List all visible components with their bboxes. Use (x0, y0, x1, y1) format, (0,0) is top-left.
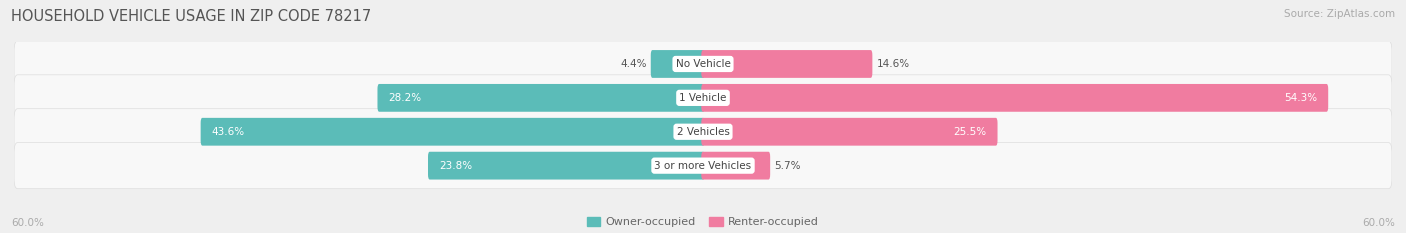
Text: 14.6%: 14.6% (876, 59, 910, 69)
FancyBboxPatch shape (702, 152, 770, 180)
FancyBboxPatch shape (377, 84, 704, 112)
FancyBboxPatch shape (14, 41, 1392, 87)
Text: 1 Vehicle: 1 Vehicle (679, 93, 727, 103)
FancyBboxPatch shape (702, 50, 872, 78)
Text: No Vehicle: No Vehicle (675, 59, 731, 69)
FancyBboxPatch shape (14, 109, 1392, 155)
Text: 5.7%: 5.7% (775, 161, 800, 171)
Text: 2 Vehicles: 2 Vehicles (676, 127, 730, 137)
FancyBboxPatch shape (702, 84, 1329, 112)
Text: 43.6%: 43.6% (211, 127, 245, 137)
Text: 28.2%: 28.2% (388, 93, 422, 103)
Text: 25.5%: 25.5% (953, 127, 987, 137)
FancyBboxPatch shape (14, 143, 1392, 189)
Legend: Owner-occupied, Renter-occupied: Owner-occupied, Renter-occupied (586, 217, 820, 227)
FancyBboxPatch shape (201, 118, 704, 146)
Text: 23.8%: 23.8% (439, 161, 472, 171)
Text: Source: ZipAtlas.com: Source: ZipAtlas.com (1284, 9, 1395, 19)
FancyBboxPatch shape (427, 152, 704, 180)
Text: 60.0%: 60.0% (1362, 218, 1395, 228)
FancyBboxPatch shape (702, 118, 997, 146)
Text: 3 or more Vehicles: 3 or more Vehicles (654, 161, 752, 171)
FancyBboxPatch shape (14, 75, 1392, 121)
Text: HOUSEHOLD VEHICLE USAGE IN ZIP CODE 78217: HOUSEHOLD VEHICLE USAGE IN ZIP CODE 7821… (11, 9, 371, 24)
Text: 60.0%: 60.0% (11, 218, 44, 228)
FancyBboxPatch shape (651, 50, 704, 78)
Text: 54.3%: 54.3% (1284, 93, 1317, 103)
Text: 4.4%: 4.4% (620, 59, 647, 69)
